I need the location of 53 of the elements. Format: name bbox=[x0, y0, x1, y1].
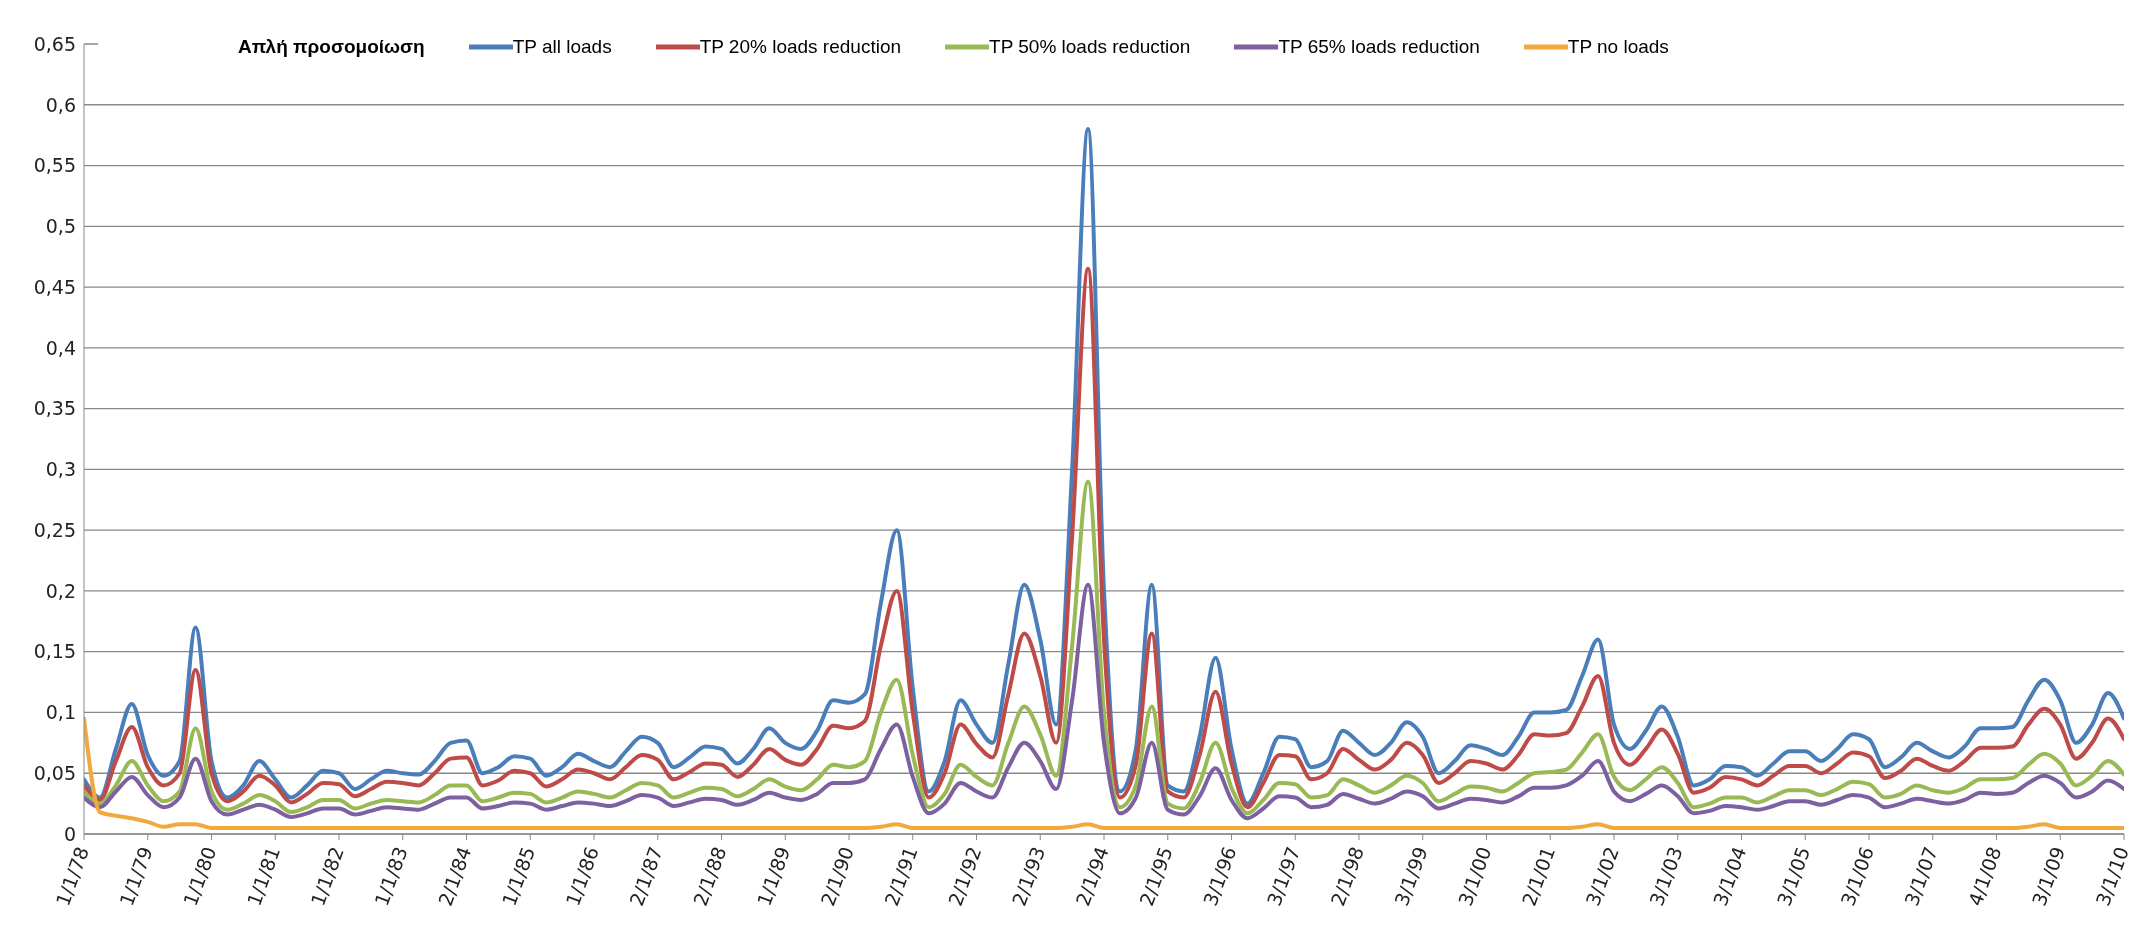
line-series bbox=[84, 266, 2124, 810]
x-tick-label: 3/1/06 bbox=[1836, 843, 1878, 909]
y-tick-label: 0,2 bbox=[45, 579, 76, 602]
y-tick-label: 0,4 bbox=[45, 336, 76, 359]
y-tick-label: 0,6 bbox=[45, 93, 76, 116]
x-tick-label: 2/1/87 bbox=[625, 843, 667, 909]
x-tick-label: 1/1/83 bbox=[370, 843, 412, 909]
y-tick-label: 0,45 bbox=[33, 275, 76, 298]
x-tick-label: 3/1/00 bbox=[1453, 843, 1496, 909]
legend-label: TP 50% loads reduction bbox=[989, 36, 1191, 58]
y-tick-label: 0,15 bbox=[33, 640, 76, 663]
line-series bbox=[84, 582, 2124, 821]
y-tick-label: 0,35 bbox=[33, 397, 76, 420]
legend-label: TP all loads bbox=[512, 36, 612, 58]
x-tick-label: 2/1/91 bbox=[880, 843, 922, 909]
line-series bbox=[84, 127, 2124, 806]
y-tick-label: 0,25 bbox=[33, 518, 76, 541]
x-tick-label: 3/1/07 bbox=[1900, 843, 1942, 909]
x-tick-label: 2/1/88 bbox=[688, 843, 731, 909]
legend-label: TP 20% loads reduction bbox=[699, 36, 902, 58]
x-tick-label: 1/1/79 bbox=[115, 843, 157, 909]
legend-label: TP 65% loads reduction bbox=[1278, 36, 1480, 58]
y-tick-label: 0,1 bbox=[45, 701, 76, 724]
x-tick-label: 2/1/95 bbox=[1135, 843, 1177, 909]
x-tick-label: 1/1/89 bbox=[752, 843, 795, 909]
y-tick-label: 0,3 bbox=[45, 458, 76, 481]
x-tick-label: 2/1/98 bbox=[1326, 843, 1368, 909]
line-series bbox=[84, 479, 2124, 816]
x-tick-label: 3/1/99 bbox=[1390, 843, 1432, 909]
y-tick-label: 0,05 bbox=[33, 761, 76, 784]
x-tick-label: 2/1/90 bbox=[816, 843, 858, 909]
x-tick-label: 1/1/86 bbox=[561, 843, 603, 909]
y-tick-label: 0,5 bbox=[45, 215, 76, 238]
x-tick-label: 1/1/81 bbox=[242, 843, 285, 909]
x-tick-label: 3/1/97 bbox=[1262, 843, 1305, 909]
x-tick-label: 4/1/08 bbox=[1963, 843, 2006, 909]
x-tick-label: 1/1/85 bbox=[497, 843, 540, 909]
x-tick-label: 3/1/03 bbox=[1645, 843, 1687, 909]
x-tick-label: 2/1/93 bbox=[1007, 843, 1050, 909]
legend-label: TP no loads bbox=[1567, 36, 1669, 58]
x-tick-label: 2/1/84 bbox=[433, 843, 476, 909]
y-tick-label: 0,55 bbox=[33, 154, 76, 177]
x-tick-label: 1/1/78 bbox=[51, 843, 93, 909]
x-tick-label: 3/1/09 bbox=[2027, 843, 2070, 909]
x-tick-label: 3/1/05 bbox=[1772, 843, 1815, 909]
x-tick-label: 3/1/10 bbox=[2091, 843, 2133, 909]
x-tick-label: 2/1/92 bbox=[943, 843, 986, 909]
line-series bbox=[84, 716, 2124, 830]
x-tick-label: 1/1/80 bbox=[178, 843, 221, 909]
y-tick-label: 0,65 bbox=[33, 32, 76, 55]
legend-title: Απλή προσομοίωση bbox=[238, 36, 425, 58]
x-tick-label: 2/1/94 bbox=[1071, 843, 1113, 909]
y-tick-label: 0 bbox=[63, 822, 76, 845]
